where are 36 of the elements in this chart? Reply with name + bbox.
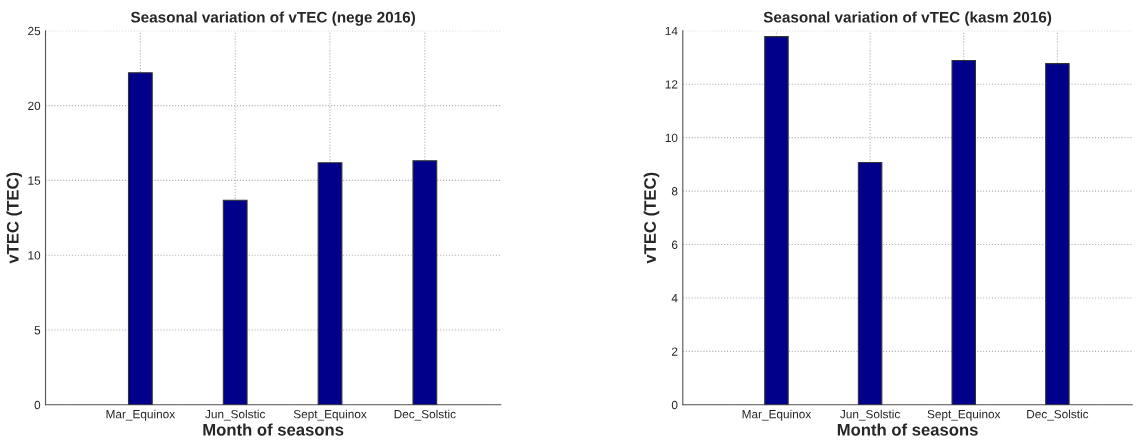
y-tick-label: 20 [28,101,41,110]
bar [317,162,343,405]
y-axis-title: vTEC (TEC) [643,172,660,264]
y-tick-label: 4 [671,294,678,303]
y-tick-label: 14 [665,26,678,36]
y-tick-label: 8 [671,187,678,196]
y-tick-label: 25 [28,26,41,36]
x-tick-label: Dec_Solstic [394,409,456,421]
chart-title: Seasonal variation of vTEC (kasm 2016) [763,11,1052,26]
bar [1045,63,1070,405]
y-tick-label: 0 [34,400,41,410]
y-tick-label: 5 [34,326,41,335]
y-tick-label: 2 [671,347,678,356]
bar [951,59,977,405]
bar [857,161,883,405]
x-tick-label: Jun_Solstic [205,409,266,421]
x-tick-label: Mar_Equinox [106,409,176,421]
x-tick-label: Mar_Equinox [742,409,812,421]
y-tick-label: 0 [671,400,678,410]
chart-title: Seasonal variation of vTEC (nege 2016) [130,11,416,26]
bar [764,36,789,405]
x-tick-label: Sept_Equinox [927,409,1001,421]
y-axis-title: vTEC (TEC) [6,172,22,264]
y-tick-label: 12 [665,80,678,89]
bar [412,160,438,405]
x-tick-label: Dec_Solstic [1027,409,1089,421]
y-tick-label: 6 [671,240,678,249]
x-axis-title: Month of seasons [837,423,978,436]
y-tick-label: 10 [28,251,41,260]
x-axis-title: Month of seasons [203,423,344,436]
x-tick-label: Jun_Solstic [840,409,900,421]
bar [222,199,248,405]
y-tick-label: 15 [28,176,41,185]
bar [127,72,153,405]
y-tick-label: 10 [665,133,678,143]
x-tick-label: Sept_Equinox [293,409,367,421]
